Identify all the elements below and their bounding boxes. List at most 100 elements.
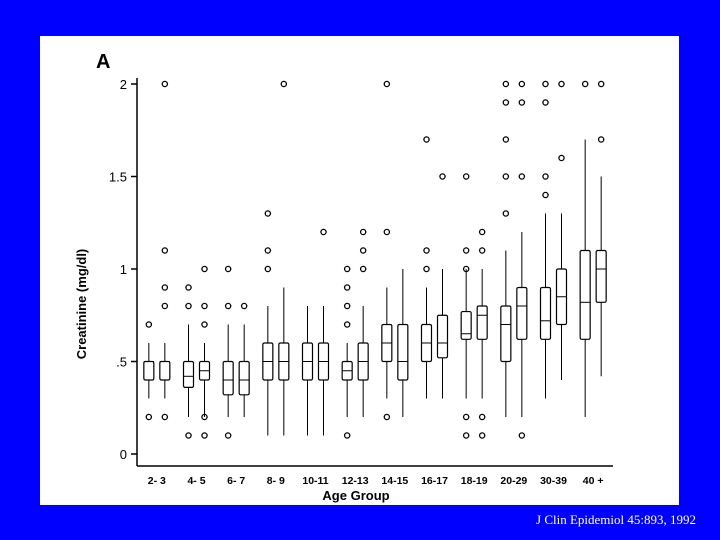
outlier-point [542, 191, 549, 199]
x-tick-label: 12-13 [342, 475, 369, 487]
box-plot-chart: A Creatinine (mg/dl) Age Group 21.51.50 … [74, 51, 613, 503]
outlier-point [201, 265, 208, 273]
outlier-point [343, 265, 351, 273]
x-tick-label: 20-29 [500, 475, 527, 487]
outlier-point [359, 265, 367, 273]
box-plot [539, 80, 552, 399]
box-iqr [516, 286, 528, 340]
outlier-point [597, 136, 605, 143]
outlier-point [558, 154, 565, 162]
box-iqr [222, 360, 234, 396]
box-plot [278, 80, 290, 436]
x-tick-label: 16-17 [421, 475, 448, 487]
box-plot [159, 80, 171, 421]
box-plot [222, 265, 234, 439]
x-tick-label: 14-15 [381, 475, 408, 487]
axes [136, 78, 613, 467]
outlier-point [542, 80, 549, 88]
outlier-point [145, 321, 153, 328]
chart-panel: A Creatinine (mg/dl) Age Group 2 1.5 1.5 0 … [40, 36, 679, 505]
outlier-point [145, 413, 153, 421]
outlier-point [462, 413, 470, 421]
box-plot [357, 228, 369, 417]
outlier-point [439, 173, 446, 180]
outlier-point [224, 302, 232, 310]
outlier-point [542, 173, 549, 180]
y-tick-label: 0 [120, 447, 127, 462]
outlier-point [383, 80, 391, 88]
outlier-point [423, 247, 430, 254]
x-tick-label: 30-39 [540, 475, 567, 487]
outlier-point [185, 284, 192, 291]
outlier-point [423, 136, 430, 143]
outlier-point [224, 265, 232, 273]
y-tick-label: 1 [120, 262, 127, 277]
box-plot [460, 173, 472, 439]
box-iqr [159, 360, 171, 381]
outlier-point [462, 265, 470, 273]
outlier-point [518, 173, 526, 180]
y-axis-title: Creatinine (mg/dl) [74, 249, 89, 360]
box-plot [436, 173, 449, 399]
x-tick-label: 10-11 [302, 475, 328, 487]
box-plot [262, 210, 274, 436]
outlier-point [280, 80, 288, 88]
outlier-point [161, 302, 169, 310]
x-tick-label: 18-19 [461, 475, 488, 487]
box-plot [198, 265, 211, 439]
outlier-point [462, 247, 470, 254]
y-tick-label: 1.5 [109, 170, 127, 185]
box-iqr [460, 310, 472, 340]
citation: J Clin Epidemiol 45:893, 1992 [536, 512, 696, 527]
box-iqr [182, 360, 195, 388]
outlier-point [423, 265, 430, 273]
outlier-point [462, 432, 470, 439]
box-plot [555, 80, 568, 380]
box-iqr [579, 249, 591, 340]
outlier-point [185, 432, 192, 439]
outlier-point [502, 173, 510, 180]
outlier-point [264, 210, 272, 217]
box-plot [317, 228, 330, 436]
box-plot [341, 265, 353, 439]
box-plot [301, 306, 314, 436]
box-plot [500, 80, 512, 417]
outlier-point [558, 80, 565, 88]
outlier-point [502, 210, 510, 217]
outlier-point [201, 432, 208, 439]
outlier-point [343, 432, 351, 439]
outlier-point [264, 265, 272, 273]
box-plot [516, 80, 528, 439]
outlier-point [240, 302, 248, 310]
x-tick-label: 2- 3 [148, 475, 166, 487]
outlier-point [478, 228, 486, 236]
outlier-point [201, 321, 208, 328]
outlier-point [502, 80, 510, 88]
outlier-point [161, 413, 169, 421]
box-plot [143, 321, 155, 421]
outlier-point [359, 228, 367, 236]
outlier-point [359, 247, 367, 254]
outlier-point [201, 413, 208, 421]
box-series [143, 80, 607, 439]
x-axis-title: Age Group [322, 488, 389, 503]
outlier-point [320, 228, 327, 236]
box-plot [381, 80, 393, 421]
x-tick-label: 4- 5 [187, 475, 205, 487]
y-ticks: 21.51.50 [109, 77, 137, 462]
box-plot [397, 269, 409, 417]
outlier-point [383, 228, 391, 236]
box-iqr [397, 323, 409, 381]
outlier-point [597, 80, 605, 88]
outlier-point [264, 247, 272, 254]
box-plot [420, 136, 433, 399]
box-iqr [476, 305, 488, 340]
box-iqr [500, 305, 512, 363]
panel-label: A [96, 51, 110, 73]
box-iqr [238, 360, 250, 396]
box-plot [579, 80, 591, 417]
outlier-point [224, 432, 232, 439]
outlier-point [161, 80, 169, 88]
y-tick-label: 2 [120, 77, 127, 92]
x-tick-label: 8- 9 [267, 475, 285, 487]
